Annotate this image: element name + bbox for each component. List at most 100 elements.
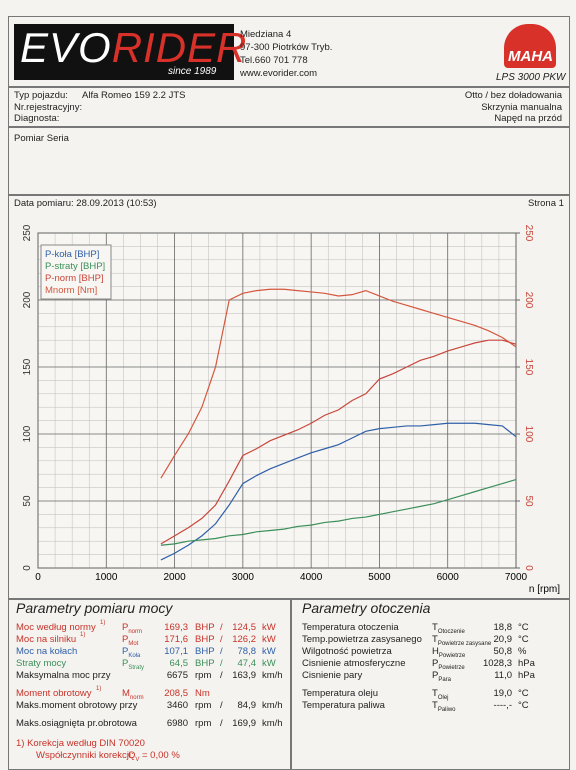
- footnote: 1) Korekcja według DIN 70020: [16, 738, 145, 749]
- row-sep: /: [220, 634, 223, 645]
- field-label: Typ pojazdu:: [14, 90, 68, 101]
- y-tick-label: 50: [22, 495, 33, 507]
- symbol-sub: Paliwo: [437, 706, 456, 713]
- row-value: 18,8: [493, 622, 513, 633]
- symbol-letter: M: [122, 688, 130, 699]
- symbol: PKoła: [122, 646, 140, 659]
- row-unit: rpm: [195, 700, 212, 711]
- logo: [14, 24, 234, 80]
- y2-tick-label: 150: [523, 359, 534, 376]
- symbol-letter: P: [122, 646, 129, 657]
- series-line: [160, 422, 517, 561]
- symbol-letter: T: [432, 634, 438, 645]
- symbol: PStraty: [122, 658, 144, 671]
- row-value: 171,6: [164, 634, 188, 645]
- x-tick-label: 2000: [163, 572, 186, 583]
- symbol: HPowietrze: [432, 646, 465, 659]
- row-sep: /: [220, 670, 223, 681]
- symbol-sub: norm: [129, 694, 144, 701]
- symbol: Mnorm: [122, 688, 144, 701]
- address-line: 97-300 Piotrków Tryb.: [240, 42, 333, 53]
- symbol-letter: H: [432, 646, 439, 657]
- vehicle-detail: Skrzynia manualna: [481, 101, 562, 113]
- page-number: Strona 1: [528, 198, 564, 209]
- row-unit: BHP: [195, 634, 215, 645]
- symbol-sub: Powietrze zasysane: [437, 640, 492, 647]
- logo-second: RIDER: [111, 24, 248, 71]
- symbol: TOtoczenie: [432, 622, 465, 635]
- row-label: Cisnienie atmosferyczne: [302, 658, 406, 669]
- symbol: PMot: [122, 634, 138, 647]
- y-tick-label: 100: [22, 425, 33, 442]
- vehicle-detail: Napęd na przód: [494, 113, 562, 124]
- row-value: 107,1: [164, 646, 188, 657]
- correction-label: Współczynniki korekcji:: [36, 750, 134, 761]
- row-value: 47,4: [237, 658, 257, 669]
- symbol-letter: P: [122, 658, 129, 669]
- row-unit: BHP: [195, 646, 215, 657]
- symbol-sub: Otoczenie: [437, 628, 465, 635]
- symbol-sub: Mot: [128, 640, 139, 647]
- x-tick-label: 5000: [368, 572, 391, 583]
- row-unit: kW: [262, 622, 276, 633]
- address-line: Tel.660 701 778: [240, 55, 308, 66]
- y2-tick-label: 200: [523, 292, 534, 309]
- legend-entry: P-straty [BHP]: [45, 261, 105, 272]
- symbol: QV: [128, 750, 139, 763]
- row-unit: kW: [262, 658, 276, 669]
- y-tick-label: 250: [22, 224, 33, 241]
- field-label: Diagnosta:: [14, 113, 60, 124]
- symbol-letter: T: [432, 700, 438, 711]
- symbol: PPowietrze: [432, 658, 465, 671]
- vehicle-detail: Otto / bez doładowania: [464, 90, 562, 101]
- logo-first: EVO: [20, 24, 112, 71]
- row-note: 1): [80, 632, 86, 638]
- x-axis-label: n [rpm]: [529, 584, 560, 595]
- row-unit: BHP: [195, 658, 215, 669]
- symbol-letter: T: [432, 688, 438, 699]
- row-label: Cisnienie pary: [302, 670, 363, 681]
- symbol-letter: Q: [128, 750, 136, 761]
- row-unit: °C: [518, 688, 529, 699]
- row-unit: °C: [518, 634, 529, 645]
- symbol-letter: P: [122, 634, 129, 645]
- series-line: [160, 478, 517, 546]
- row-value: 6980: [166, 718, 188, 729]
- symbol-sub: Powietrze: [438, 664, 465, 671]
- y-tick-label: 200: [22, 291, 33, 308]
- row-label: Wilgotność powietrza: [302, 646, 392, 657]
- y2-tick-label: 100: [523, 426, 534, 443]
- symbol: TPowietrze zasysane: [432, 634, 491, 647]
- row-value: 126,2: [232, 634, 256, 645]
- row-unit: BHP: [195, 622, 215, 633]
- row-value: 20,9: [493, 634, 513, 645]
- row-unit: km/h: [262, 670, 283, 681]
- series-line: [160, 339, 517, 545]
- row-unit: kW: [262, 646, 276, 657]
- logo-text: EVORIDER: [20, 24, 247, 72]
- symbol: TPaliwo: [432, 700, 456, 713]
- symbol-sub: Straty: [128, 664, 145, 671]
- row-unit: Nm: [195, 688, 210, 699]
- row-value: 78,8: [237, 646, 257, 657]
- symbol: TOlej: [432, 688, 448, 701]
- symbol: PPara: [432, 670, 451, 683]
- vehicle-box: [8, 86, 570, 128]
- brand-logo: [504, 24, 556, 68]
- row-unit: %: [518, 646, 527, 657]
- row-value: 169,3: [164, 622, 188, 633]
- row-unit: hPa: [518, 670, 535, 681]
- row-label: Moc na kołach: [16, 646, 78, 657]
- x-tick-label: 0: [35, 572, 41, 583]
- row-value: 6675: [166, 670, 188, 681]
- row-value: 169,9: [232, 718, 256, 729]
- row-label: Temp.powietrza zasysanego: [302, 634, 422, 645]
- row-label: Maksymalna moc przy: [16, 670, 111, 681]
- brand: MAHA: [508, 48, 553, 65]
- measurement-box: [8, 126, 570, 196]
- row-unit: km/h: [262, 700, 283, 711]
- x-tick-label: 6000: [437, 572, 460, 583]
- row-note: 1): [96, 686, 102, 692]
- symbol-sub: V: [135, 756, 140, 763]
